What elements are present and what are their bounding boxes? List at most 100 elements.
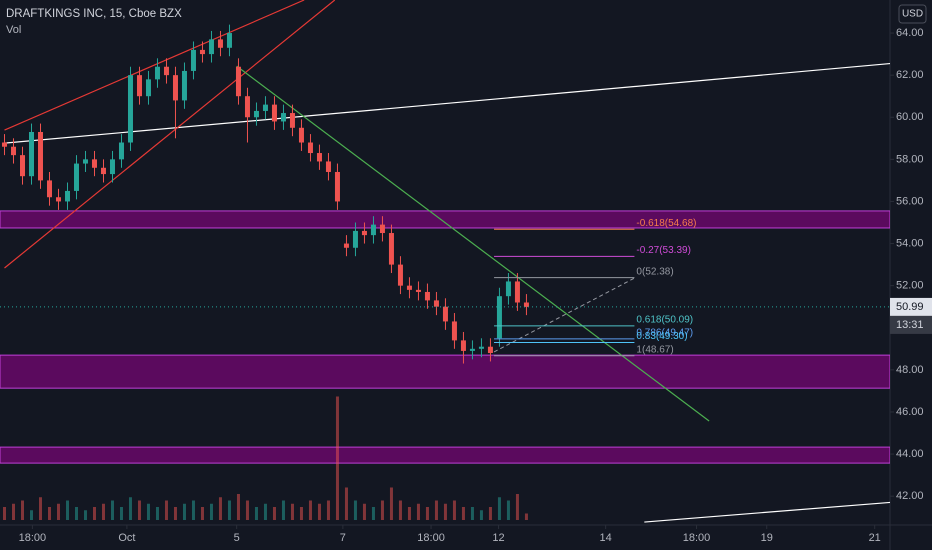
candle-body (28, 131, 34, 177)
candle-body (442, 306, 448, 322)
candle-body (109, 159, 115, 175)
volume-bar (173, 507, 177, 520)
candle-body (316, 153, 322, 162)
candle-body (271, 104, 277, 122)
volume-bar (506, 500, 510, 520)
candle-body (244, 96, 250, 118)
fib-label: 0.83(49.30) (636, 331, 687, 342)
candle-body (370, 224, 376, 236)
volume-bar (317, 503, 321, 520)
last-price-box (890, 297, 932, 316)
candle-body (100, 167, 106, 175)
candle-body (496, 296, 502, 339)
fib-label: 0.618(50.09) (636, 315, 693, 326)
volume-bar (101, 503, 105, 520)
volume-bar (353, 500, 357, 520)
candle-body (46, 180, 52, 198)
fib-label: 0(52.38) (636, 266, 673, 277)
candle-body (307, 142, 313, 154)
candle-body (190, 49, 196, 71)
candle-body (352, 230, 358, 248)
volume-bar (164, 500, 168, 520)
currency-label: USD (902, 9, 923, 20)
volume-bar (425, 507, 429, 520)
x-tick-label: Oct (118, 532, 135, 544)
x-tick-label: 14 (600, 532, 612, 544)
plot-area: -0.618(54.68) -0.27(53.39) 0(52.38) 0.618(5… (0, 0, 890, 523)
x-tick-label: 21 (869, 532, 881, 544)
y-tick-label: 64.00 (896, 27, 924, 39)
x-tick-label: 12 (492, 532, 504, 544)
last-price-label: 50.99 (896, 301, 924, 313)
candle-body (172, 75, 178, 101)
zone (0, 354, 890, 389)
candle-body (361, 230, 367, 236)
volume-bar (29, 510, 33, 520)
y-tick-label: 54.00 (896, 237, 924, 249)
volume-bar (479, 510, 483, 520)
candle-body (388, 233, 394, 265)
y-tick-label: 48.00 (896, 364, 924, 376)
volume-bar (155, 507, 159, 520)
volume-bar (128, 497, 132, 520)
candle-body (19, 155, 25, 177)
trend-line (4, 62, 890, 144)
candle-body (280, 113, 286, 122)
volume-bar (362, 503, 366, 520)
candle-body (154, 66, 160, 80)
volume-bar (83, 510, 87, 520)
volume-bar (137, 500, 141, 520)
volume-bar (443, 503, 447, 520)
candle-body (460, 340, 466, 351)
volume-bar (488, 507, 492, 520)
volume-bar (146, 503, 150, 520)
candle-body (325, 161, 331, 172)
candle-body (379, 224, 385, 234)
volume-bar (245, 500, 249, 520)
volume-bar (110, 500, 114, 520)
volume-bar (191, 500, 195, 520)
candle-body (505, 281, 511, 297)
candle-body (523, 302, 529, 307)
candle-body (64, 190, 70, 202)
y-tick-label: 60.00 (896, 111, 924, 123)
volume-bar (281, 500, 285, 520)
zone (0, 210, 890, 229)
candle-body (208, 39, 214, 55)
volume-bar (227, 500, 231, 520)
volume-bar (20, 500, 24, 520)
y-tick-label: 56.00 (896, 195, 924, 207)
volume-bar (380, 500, 384, 520)
candle-body (253, 110, 259, 118)
candle-body (415, 289, 421, 292)
candle-body (82, 159, 88, 164)
volume-bar (65, 500, 69, 520)
volume-bar (2, 507, 6, 520)
candle-body (514, 281, 520, 303)
candle-body (55, 197, 61, 202)
candle-body (226, 33, 232, 48)
volume-label: Vol (6, 24, 21, 36)
y-tick-label: 52.00 (896, 280, 924, 292)
volume-bar (434, 500, 438, 520)
trend-line (4, 0, 305, 131)
volume-bar (524, 513, 528, 520)
candle-body (145, 79, 151, 97)
candle-body (469, 348, 475, 351)
currency-button[interactable] (898, 4, 927, 24)
candle-body (136, 75, 142, 97)
volume-bar (218, 497, 222, 520)
zone (0, 446, 890, 464)
volume-bar (38, 497, 42, 520)
volume-bar (452, 500, 456, 520)
volume-bar (290, 503, 294, 520)
candle-body (127, 75, 133, 143)
volume-bar (308, 500, 312, 520)
candle-body (10, 146, 16, 156)
volume-bar (371, 507, 375, 520)
trend-line (236, 65, 710, 422)
y-tick-label: 62.00 (896, 69, 924, 81)
volume-bar (407, 507, 411, 520)
volume-bar (263, 503, 267, 520)
fib-label: -0.618(54.68) (636, 218, 696, 229)
